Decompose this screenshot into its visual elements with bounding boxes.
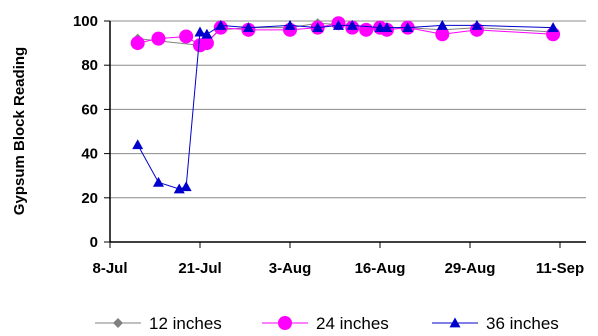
x-tick-label: 29-Aug xyxy=(445,260,496,277)
data-point xyxy=(359,22,374,37)
data-point xyxy=(180,181,192,192)
legend-label: 12 inches xyxy=(149,314,222,333)
data-point xyxy=(132,139,144,150)
series-layer xyxy=(130,16,561,194)
legend-item: 36 inches xyxy=(432,314,559,333)
data-point xyxy=(332,19,344,30)
data-point xyxy=(471,19,483,30)
x-tick-label: 16-Aug xyxy=(355,260,406,277)
axes xyxy=(104,20,586,248)
y-tick-label: 100 xyxy=(73,13,98,30)
y-tick-labels: 0 20 40 60 80 100 xyxy=(73,13,98,251)
data-point xyxy=(547,22,559,33)
x-tick-labels: 8-Jul 21-Jul 3-Aug 16-Aug 29-Aug 11-Sep xyxy=(92,260,584,277)
data-point xyxy=(312,22,324,33)
gridlines xyxy=(110,20,586,199)
x-tick-label: 21-Jul xyxy=(178,260,221,277)
series-24-inches xyxy=(130,16,561,53)
x-tick-label: 3-Aug xyxy=(269,260,312,277)
series-36-inches xyxy=(132,19,559,194)
data-point xyxy=(179,29,194,44)
x-tick-label: 11-Sep xyxy=(536,260,584,277)
data-point xyxy=(435,27,450,42)
data-point xyxy=(402,22,414,33)
y-tick-label: 20 xyxy=(81,190,98,207)
data-point xyxy=(436,19,448,30)
data-point xyxy=(130,36,145,51)
data-point xyxy=(242,22,254,33)
y-axis-title: Gypsum Block Reading xyxy=(11,47,28,215)
data-point xyxy=(346,19,358,30)
legend-label: 24 inches xyxy=(316,314,389,333)
data-point xyxy=(151,31,166,46)
data-point xyxy=(194,26,206,37)
legend-item: 12 inches xyxy=(95,314,222,333)
y-tick-label: 60 xyxy=(81,101,98,118)
data-point xyxy=(215,19,227,30)
legend-marker xyxy=(278,316,292,330)
y-tick-label: 80 xyxy=(81,57,98,74)
data-point xyxy=(201,28,213,39)
legend: 12 inches 24 inches 36 inches xyxy=(95,314,559,333)
x-tick-label: 8-Jul xyxy=(92,260,127,277)
data-point xyxy=(199,36,214,51)
y-tick-label: 40 xyxy=(81,146,98,163)
data-point xyxy=(374,22,386,33)
data-point xyxy=(284,19,296,30)
legend-label: 36 inches xyxy=(486,314,559,333)
legend-marker xyxy=(449,317,461,328)
legend-item: 24 inches xyxy=(262,314,389,333)
y-tick-label: 0 xyxy=(90,234,98,251)
data-point xyxy=(381,22,393,33)
data-point xyxy=(152,176,164,187)
legend-marker xyxy=(113,318,123,328)
